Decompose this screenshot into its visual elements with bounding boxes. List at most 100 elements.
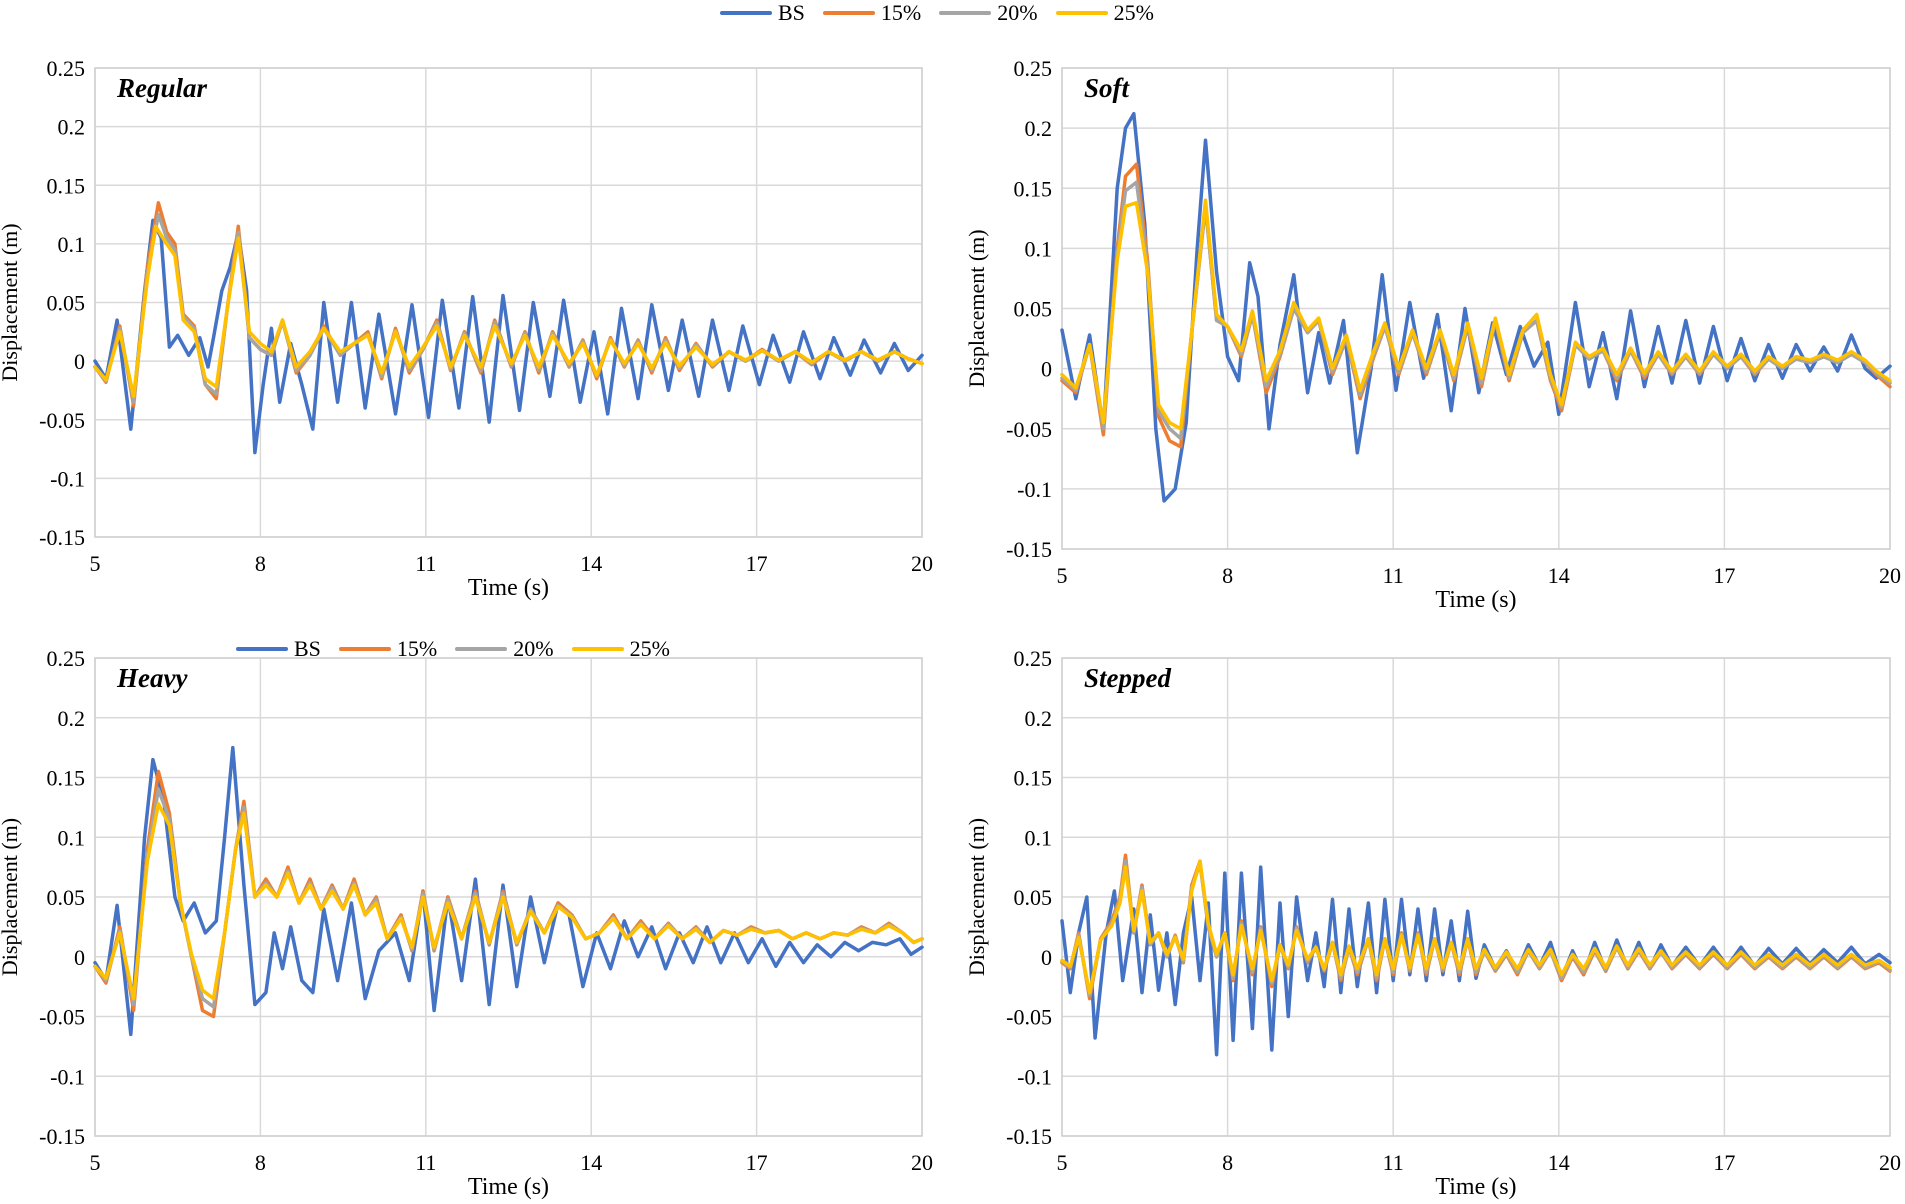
legend-item-20: 20% — [455, 636, 554, 662]
y-axis-label: Displacement (m) — [964, 818, 989, 976]
y-tick-label: 0 — [1041, 945, 1052, 970]
legend-item-25: 25% — [571, 636, 670, 662]
plot-area — [94, 657, 923, 1137]
y-tick-label: 0.1 — [1025, 236, 1053, 261]
x-axis-label: Time (s) — [1435, 1174, 1516, 1200]
x-tick-label: 8 — [255, 1150, 266, 1175]
chart-heavy: 0.25 0.2 0.15 0.1 0.05 0 -0.05 -0.1 -0.155 8 11 14 1… — [0, 646, 933, 1200]
x-tick-label: 11 — [1383, 563, 1404, 588]
x-tick-label: 5 — [90, 551, 101, 576]
y-tick-label: 0.05 — [1014, 297, 1053, 322]
series-line-p25 — [1060, 198, 1892, 431]
x-tick-label: 14 — [580, 551, 602, 576]
legend-label-25: 25% — [1113, 0, 1154, 25]
chart-title: Soft — [1084, 73, 1131, 103]
y-tick-label: 0.2 — [1025, 706, 1053, 731]
y-tick-label: 0.15 — [1014, 176, 1053, 201]
legend-swatch-25 — [571, 647, 624, 651]
x-tick-label: 17 — [1713, 563, 1735, 588]
x-tick-label: 8 — [255, 551, 266, 576]
y-axis-label: Displacement (m) — [0, 818, 22, 976]
x-tick-label: 14 — [580, 1150, 602, 1175]
legend-swatch-25 — [1055, 11, 1108, 15]
y-axis-label: Displacement (m) — [964, 229, 989, 387]
series-line-bs — [93, 218, 924, 455]
y-tick-label: -0.1 — [50, 1064, 85, 1089]
legend-label-bs: BS — [778, 0, 805, 25]
legend-swatch-15 — [822, 11, 875, 15]
series-line-p25 — [93, 802, 924, 1001]
x-tick-label: 5 — [1057, 563, 1068, 588]
series-line-p15 — [1060, 162, 1892, 449]
x-axis-label: Time (s) — [1435, 587, 1516, 613]
y-tick-label: -0.1 — [1017, 1064, 1052, 1089]
y-tick-label: 0.25 — [47, 646, 86, 671]
y-tick-label: 0.05 — [1014, 885, 1053, 910]
x-tick-label: 5 — [90, 1150, 101, 1175]
series-line-p25 — [1060, 859, 1892, 995]
y-tick-label: 0.15 — [47, 173, 86, 198]
x-tick-label: 14 — [1548, 1150, 1570, 1175]
legend-swatch-bs — [236, 647, 288, 651]
legend-item-bs: BS — [720, 0, 805, 26]
y-tick-label: -0.1 — [50, 466, 85, 491]
x-tick-label: 11 — [415, 1150, 436, 1175]
x-tick-label: 11 — [415, 551, 436, 576]
x-tick-label: 11 — [1383, 1150, 1404, 1175]
chart-title: Regular — [116, 73, 208, 103]
legend-item-bs: BS — [236, 636, 321, 662]
y-tick-label: -0.05 — [39, 408, 85, 433]
series-line-bs — [1060, 111, 1892, 503]
x-tick-label: 17 — [746, 1150, 768, 1175]
chart-soft: 0.25 0.2 0.15 0.1 0.05 0 -0.05 -0.1 -0.155 8 11 14 1… — [964, 56, 1901, 613]
x-axis-label: Time (s) — [468, 575, 549, 601]
y-tick-label: 0.15 — [1014, 766, 1053, 791]
y-tick-label: -0.05 — [1006, 417, 1052, 442]
legend-label-20: 20% — [513, 636, 554, 661]
chart-regular: 0.25 0.2 0.15 0.1 0.05 0 -0.05 -0.1 -0.155 8 11 14 1… — [0, 56, 933, 601]
x-tick-label: 20 — [1879, 563, 1901, 588]
y-tick-label: 0.2 — [1025, 116, 1053, 141]
y-tick-label: 0.25 — [1014, 56, 1053, 81]
y-tick-label: -0.15 — [39, 1124, 85, 1149]
legend-label-15: 15% — [880, 0, 922, 25]
chart-title: Heavy — [116, 663, 188, 693]
y-tick-label: 0.2 — [58, 115, 86, 140]
y-tick-label: 0.25 — [47, 56, 86, 81]
y-tick-label: -0.15 — [39, 525, 85, 550]
legend-top: BS 15% 20% 25% — [720, 0, 1154, 26]
legend-middle: BS 15% 20% 25% — [236, 636, 670, 662]
y-tick-label: 0.05 — [47, 885, 86, 910]
y-tick-label: -0.05 — [39, 1005, 85, 1030]
plot-area — [1061, 657, 1891, 1137]
legend-item-15: 15% — [822, 0, 922, 26]
legend-item-25: 25% — [1055, 0, 1154, 26]
legend-item-15: 15% — [338, 636, 438, 662]
chart-title: Stepped — [1084, 663, 1171, 693]
legend-swatch-15 — [338, 647, 391, 651]
y-tick-label: -0.1 — [1017, 477, 1052, 502]
legend-swatch-20 — [939, 11, 992, 15]
y-tick-label: 0.15 — [47, 766, 86, 791]
legend-item-20: 20% — [939, 0, 1038, 26]
y-tick-label: 0.1 — [1025, 825, 1053, 850]
legend-label-15: 15% — [396, 636, 438, 661]
x-tick-label: 20 — [911, 1150, 933, 1175]
y-axis-label: Displacement (m) — [0, 223, 22, 381]
plot-area — [94, 67, 923, 538]
x-tick-label: 8 — [1222, 563, 1233, 588]
series-line-p20 — [1060, 180, 1892, 441]
x-axis-label: Time (s) — [468, 1174, 549, 1200]
series-line-p25 — [93, 224, 924, 399]
x-tick-label: 17 — [746, 551, 768, 576]
y-tick-label: -0.15 — [1006, 1124, 1052, 1149]
y-tick-label: 0.1 — [58, 232, 86, 257]
legend-swatch-bs — [720, 11, 772, 15]
y-tick-label: 0 — [74, 349, 85, 374]
y-tick-label: 0.2 — [58, 706, 86, 731]
plot-area — [1061, 67, 1891, 550]
x-tick-label: 17 — [1713, 1150, 1735, 1175]
x-tick-label: 20 — [1879, 1150, 1901, 1175]
y-tick-label: 0.05 — [47, 291, 86, 316]
